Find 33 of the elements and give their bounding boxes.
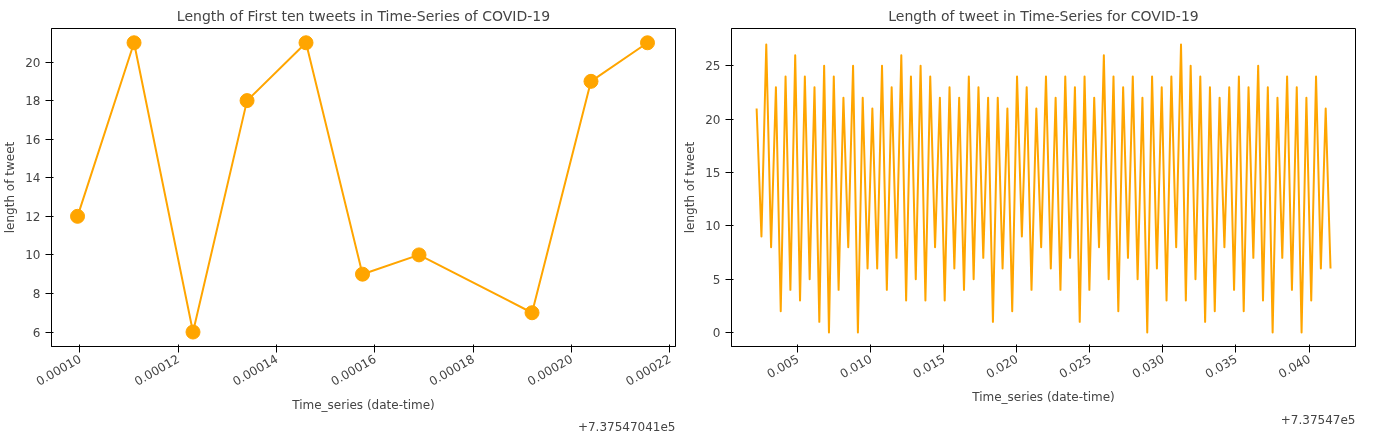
point	[639, 35, 655, 51]
point	[524, 305, 540, 321]
x-axis-title: Time_series (date-time)	[291, 397, 435, 412]
point	[355, 266, 371, 282]
point	[298, 35, 314, 51]
text: +7.37547041e5	[577, 419, 676, 434]
y-tick-label: 10	[25, 248, 41, 263]
y-tick-label: 5	[712, 272, 721, 287]
y-tick-label: 18	[25, 94, 41, 109]
point	[239, 93, 255, 109]
point	[126, 35, 142, 51]
y-tick-label: 0	[712, 326, 721, 341]
y-tick-label: 6	[32, 325, 41, 340]
y-tick-label: 10	[705, 219, 721, 234]
line-series	[755, 43, 1332, 334]
y-tick-label: 20	[25, 55, 41, 70]
y-tick-label: 8	[32, 286, 41, 301]
point	[583, 73, 599, 89]
point	[70, 208, 86, 224]
y-tick-label: 15	[705, 166, 721, 181]
point	[185, 324, 201, 340]
y-tick-label: 14	[25, 171, 41, 186]
chart-title: Length of tweet in Time-Series for COVID-19	[888, 7, 1199, 24]
y-tick-label: 25	[705, 59, 721, 74]
point	[411, 247, 427, 263]
y-axis-title: length of tweet	[683, 141, 698, 234]
y-tick-label: 12	[25, 209, 41, 224]
x-axis-title: Time_series (date-time)	[971, 390, 1115, 405]
text: +7.37547e5	[1280, 412, 1356, 427]
y-tick-label: 16	[25, 132, 41, 147]
y-axis-title: length of tweet	[3, 141, 18, 234]
chart-title: Length of First ten tweets in Time-Series of COVID-19	[176, 7, 551, 24]
y-tick-label: 20	[705, 112, 721, 127]
